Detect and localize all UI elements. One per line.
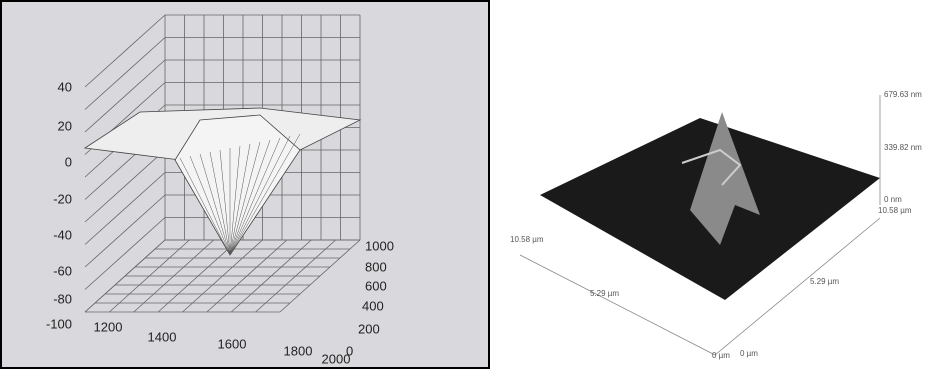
tick-label: 40 [58, 79, 72, 94]
tick-label: 0 µm [740, 349, 758, 358]
tick-label: 0 [65, 154, 72, 169]
tick-label: -100 [46, 316, 72, 331]
tick-label: -20 [53, 191, 72, 206]
tick-label: -40 [53, 227, 72, 242]
tick-label: 679.63 nm [884, 90, 922, 99]
tick-label: 10.58 µm [510, 235, 544, 244]
tick-label: 5.29 µm [810, 277, 839, 286]
surface-plot-photo [1, 1, 489, 368]
tick-label: 600 [365, 278, 387, 293]
tick-label: 339.82 nm [884, 143, 922, 152]
tick-label: 0 µm [712, 351, 730, 360]
tick-label: 1800 [284, 343, 313, 358]
tick-label: -60 [53, 263, 72, 278]
tick-label: 1000 [365, 238, 394, 253]
page: 40200-20-40-60-80-1001200140016001800200… [0, 0, 937, 369]
tick-label: 20 [58, 118, 72, 133]
tick-label: 200 [358, 321, 380, 336]
tick-label: 1200 [94, 319, 123, 334]
tick-label: 10.58 µm [878, 206, 912, 215]
tick-label: 800 [365, 259, 387, 274]
tick-label: 400 [362, 298, 384, 313]
figure: 40200-20-40-60-80-1001200140016001800200… [0, 0, 937, 369]
tick-label: 0 nm [884, 195, 902, 204]
tick-label: -80 [53, 291, 72, 306]
tick-label: 1600 [218, 336, 247, 351]
tick-label: 5.29 µm [590, 289, 619, 298]
tick-label: 0 [346, 343, 353, 358]
tick-label: 1400 [148, 329, 177, 344]
afm-image [520, 95, 880, 355]
